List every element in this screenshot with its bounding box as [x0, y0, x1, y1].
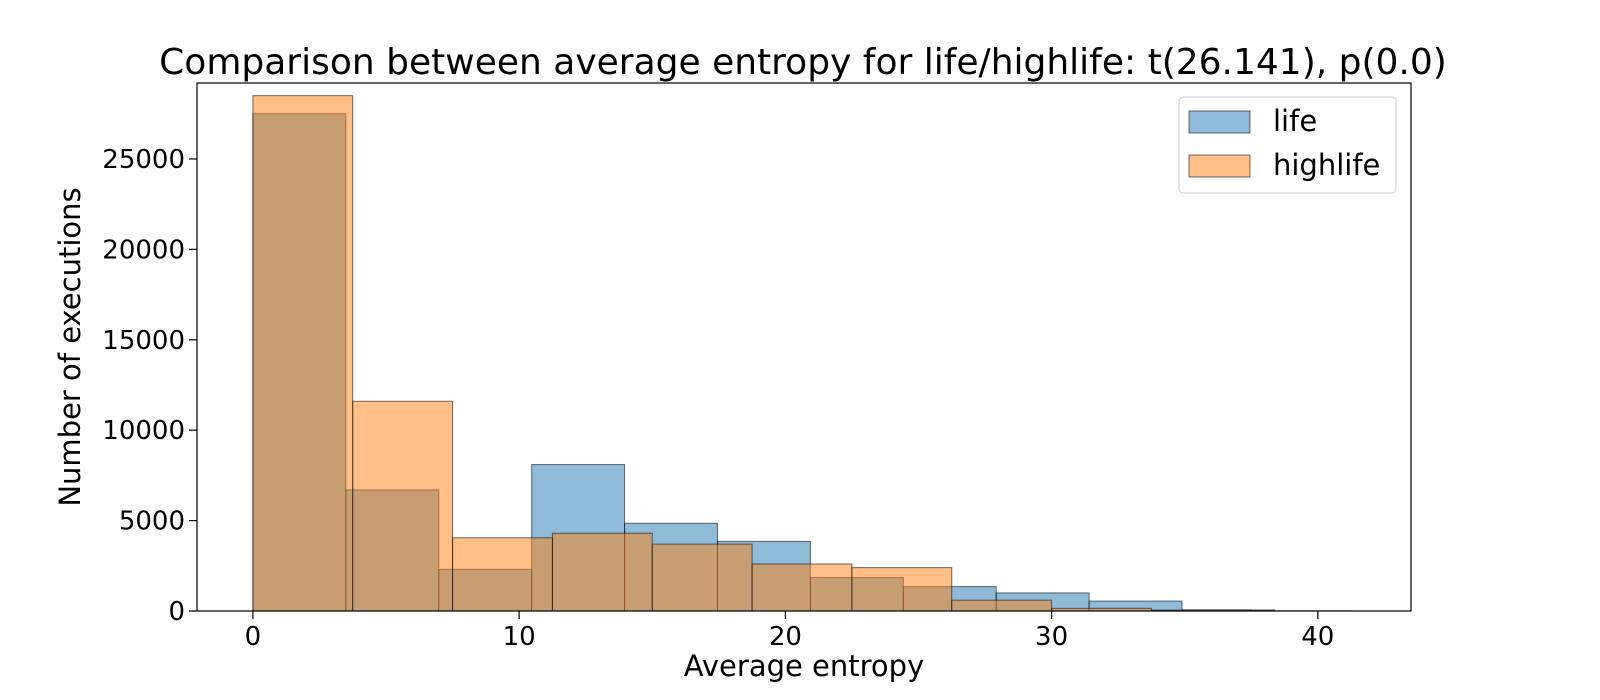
y-axis-ticks: 0 5000 10000 15000 20000 25000 — [102, 145, 197, 627]
x-tick-label: 10 — [503, 622, 536, 652]
legend-label-highlife: highlife — [1273, 148, 1380, 182]
y-tick-label: 15000 — [102, 326, 185, 356]
y-tick-label: 20000 — [102, 235, 185, 265]
x-tick-label: 40 — [1301, 622, 1334, 652]
legend-swatch-life — [1188, 110, 1251, 134]
legend: life highlife — [1178, 96, 1397, 194]
bar-highlife-3 — [551, 532, 653, 612]
bar-highlife-4 — [651, 543, 753, 612]
bar-highlife-2 — [452, 537, 553, 612]
legend-label-life: life — [1273, 104, 1317, 138]
x-tick-label: 30 — [1035, 622, 1068, 652]
x-axis-label: Average entropy — [684, 649, 925, 683]
y-axis-label: Number of executions — [53, 187, 87, 506]
x-tick-label: 0 — [245, 622, 262, 652]
bar-highlife-0 — [252, 95, 354, 612]
y-tick-label: 5000 — [119, 507, 185, 537]
chart-title: Comparison between average entropy for l… — [159, 42, 1447, 83]
y-tick-label: 0 — [168, 597, 185, 627]
y-tick-label: 25000 — [102, 145, 185, 175]
x-tick-label: 20 — [769, 622, 802, 652]
bar-highlife-7 — [951, 599, 1053, 612]
histogram-bars — [252, 95, 1352, 612]
bar-highlife-6 — [851, 567, 953, 612]
bar-highlife-5 — [751, 563, 853, 612]
plot-frame — [196, 82, 1412, 612]
bar-highlife-1 — [352, 400, 454, 612]
legend-swatch-highlife — [1188, 154, 1251, 178]
y-tick-label: 10000 — [102, 416, 185, 446]
x-axis-ticks: 0 10 20 30 40 — [245, 611, 1334, 652]
